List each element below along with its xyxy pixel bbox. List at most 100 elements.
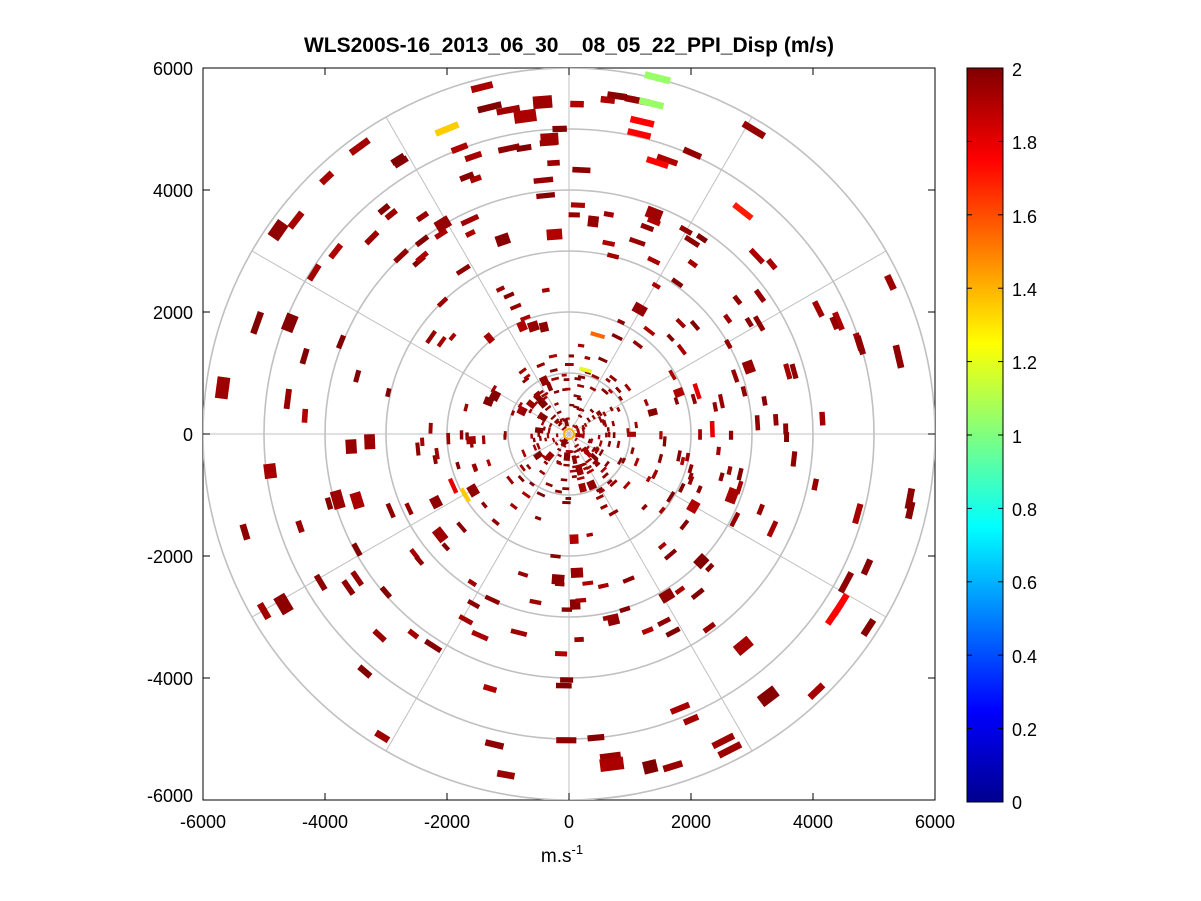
data-point xyxy=(645,156,670,169)
data-point xyxy=(548,353,558,359)
data-point xyxy=(854,335,867,356)
data-point xyxy=(525,399,537,410)
data-point xyxy=(510,410,516,416)
data-point xyxy=(414,234,430,248)
data-point xyxy=(541,454,548,461)
data-point xyxy=(425,329,437,345)
data-point xyxy=(686,498,701,514)
data-point xyxy=(540,395,548,402)
data-point xyxy=(599,503,608,510)
data-point xyxy=(591,373,600,380)
data-point xyxy=(606,427,610,432)
data-point xyxy=(579,407,585,413)
colorbar-tick-label: 1 xyxy=(1012,427,1022,447)
data-point xyxy=(570,202,586,208)
data-point xyxy=(471,629,489,642)
data-point xyxy=(557,453,562,458)
data-point xyxy=(528,408,533,414)
data-point xyxy=(609,406,614,412)
data-point xyxy=(565,387,571,391)
data-point xyxy=(576,428,580,434)
data-point xyxy=(273,592,294,616)
data-point xyxy=(486,459,492,467)
data-point xyxy=(766,258,778,271)
data-point xyxy=(561,425,567,431)
polar-spoke xyxy=(251,433,570,618)
data-point xyxy=(562,418,568,422)
data-point xyxy=(693,552,710,570)
data-point xyxy=(892,344,905,369)
data-point xyxy=(250,311,265,335)
data-point xyxy=(603,210,615,218)
data-point xyxy=(581,424,586,431)
data-point xyxy=(557,422,563,427)
data-point xyxy=(374,729,391,744)
y-tick-label: 4000 xyxy=(153,181,193,201)
data-point xyxy=(495,285,506,293)
data-point xyxy=(674,585,686,595)
data-point xyxy=(575,426,580,432)
data-point xyxy=(436,296,449,308)
data-point xyxy=(583,422,588,428)
data-point xyxy=(732,635,754,656)
colorbar-tick-label: 0.4 xyxy=(1012,647,1037,667)
data-point xyxy=(663,548,678,561)
data-point xyxy=(656,153,679,167)
data-point xyxy=(555,682,572,689)
data-point xyxy=(569,403,575,407)
data-point xyxy=(538,375,550,387)
data-point xyxy=(838,571,855,594)
data-point xyxy=(350,570,364,587)
data-point xyxy=(472,463,479,472)
y-tick-label: 2000 xyxy=(153,303,193,323)
data-point xyxy=(385,387,392,398)
data-point xyxy=(587,438,592,444)
data-point xyxy=(832,311,845,331)
data-point xyxy=(518,367,527,375)
data-point xyxy=(698,429,702,440)
data-point xyxy=(646,216,661,227)
data-point xyxy=(594,447,600,455)
data-point xyxy=(348,137,371,156)
data-point xyxy=(526,320,540,333)
origin-marker xyxy=(563,428,575,440)
data-point xyxy=(616,406,621,413)
data-point xyxy=(464,229,476,238)
data-point xyxy=(582,432,585,439)
data-point xyxy=(702,621,717,634)
data-point xyxy=(619,605,631,614)
data-point xyxy=(517,570,529,578)
data-point xyxy=(256,601,272,621)
data-point xyxy=(584,355,591,361)
data-point xyxy=(556,410,562,415)
data-point xyxy=(560,478,568,482)
data-point xyxy=(692,383,702,400)
data-point xyxy=(647,255,661,266)
data-point xyxy=(586,532,594,538)
data-point xyxy=(729,511,741,528)
data-point xyxy=(553,418,560,424)
data-point xyxy=(541,391,549,398)
data-point xyxy=(643,71,671,85)
colorbar-tick-label: 0.2 xyxy=(1012,720,1037,740)
colorbar-ticks xyxy=(967,67,1003,803)
data-point xyxy=(675,317,687,329)
data-point xyxy=(730,369,740,383)
data-point xyxy=(609,374,618,382)
data-point xyxy=(510,628,528,637)
data-point xyxy=(466,436,476,445)
chart-title: WLS200S-16_2013_06_30__08_05_22_PPI_Disp… xyxy=(304,34,834,57)
data-point xyxy=(860,558,874,576)
data-point xyxy=(554,651,568,657)
data-point xyxy=(519,314,531,322)
data-point xyxy=(657,453,664,464)
data-point xyxy=(608,508,619,517)
x-tick-label: -2000 xyxy=(424,812,470,832)
data-point xyxy=(784,432,790,443)
data-point xyxy=(519,464,526,472)
data-point xyxy=(434,447,440,460)
data-point xyxy=(533,176,554,184)
data-point xyxy=(662,760,684,773)
data-point xyxy=(533,393,539,400)
data-point xyxy=(552,125,567,133)
